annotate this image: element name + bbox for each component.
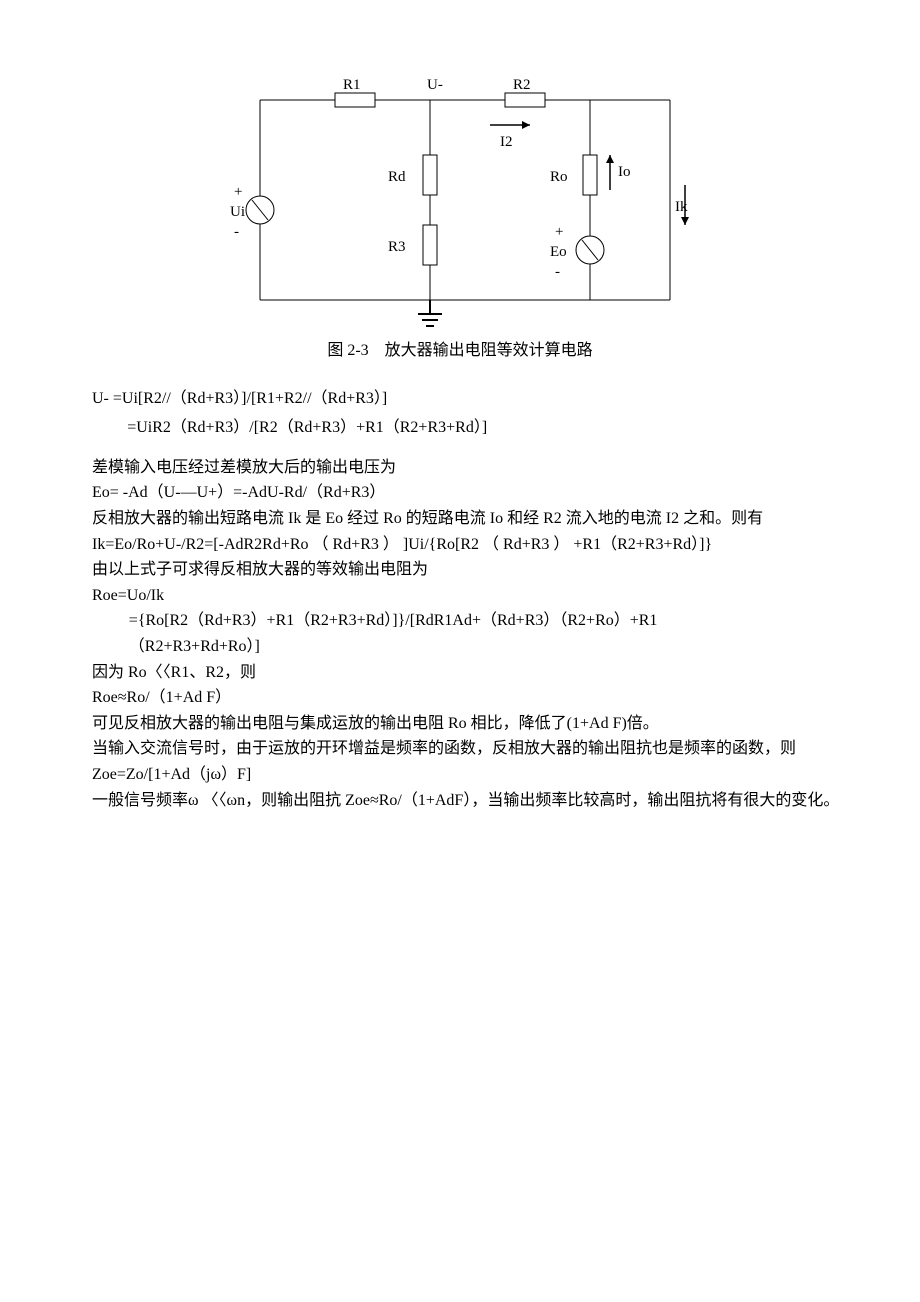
label-r1: R1 (343, 73, 361, 97)
label-ik: Ik (675, 195, 688, 219)
eq-uminus-b: =UiR2（Rd+R3）/[R2（Rd+R3）+R1（R2+R3+Rd）] (60, 415, 860, 441)
eq-ik: Ik=Eo/Ro+U-/R2=[-AdR2Rd+Ro （ Rd+R3 ） ]Ui… (60, 532, 860, 558)
label-i2: I2 (500, 130, 513, 154)
eq-roe-expand-a: ={Ro[R2（Rd+R3）+R1（R2+R3+Rd）]}/[RdR1Ad+（R… (60, 608, 860, 634)
label-eo-minus: - (555, 260, 560, 284)
label-r2: R2 (513, 73, 531, 97)
para-ro-small: 因为 Ro〈〈R1、R2，则 (60, 660, 860, 686)
circuit-svg (230, 70, 690, 330)
para-freq-conclusion: 一般信号频率ω 〈〈ωn，则输出阻抗 Zoe≈Ro/（1+AdF），当输出频率比… (60, 788, 860, 814)
eq-eo: Eo= -Ad（U-—U+）=-AdU-Rd/（Rd+R3） (60, 480, 860, 506)
label-r3: R3 (388, 235, 406, 259)
para-roe-conclusion: 可见反相放大器的输出电阻与集成运放的输出电阻 Ro 相比，降低了(1+Ad F)… (60, 711, 860, 737)
para-freq: 当输入交流信号时，由于运放的开环增益是频率的函数，反相放大器的输出阻抗也是频率的… (60, 736, 860, 762)
figure-caption: 图 2-3 放大器输出电阻等效计算电路 (60, 338, 860, 364)
eq-roe-approx: Roe≈Ro/（1+Ad F） (60, 685, 860, 711)
para-roe-intro: 由以上式子可求得反相放大器的等效输出电阻为 (60, 557, 860, 583)
eq-zoe: Zoe=Zo/[1+Ad（jω）F] (60, 762, 860, 788)
para-ik-desc: 反相放大器的输出短路电流 Ik 是 Eo 经过 Ro 的短路电流 Io 和经 R… (60, 506, 860, 532)
eq-roe-expand-b: （R2+R3+Rd+Ro）] (60, 634, 860, 660)
label-ui-minus: - (234, 220, 239, 244)
label-ro: Ro (550, 165, 568, 189)
label-rd: Rd (388, 165, 406, 189)
circuit-diagram: R1 U- R2 I2 Rd R3 Ro Io Ik + Ui - + Eo - (230, 70, 690, 330)
label-io: Io (618, 160, 631, 184)
label-uminus: U- (427, 73, 443, 97)
eq-uminus-a: U- =Ui[R2//（Rd+R3）]/[R1+R2//（Rd+R3）] (60, 386, 860, 412)
eq-roe: Roe=Uo/Ik (60, 583, 860, 609)
para-diff-output: 差模输入电压经过差模放大后的输出电压为 (60, 455, 860, 481)
